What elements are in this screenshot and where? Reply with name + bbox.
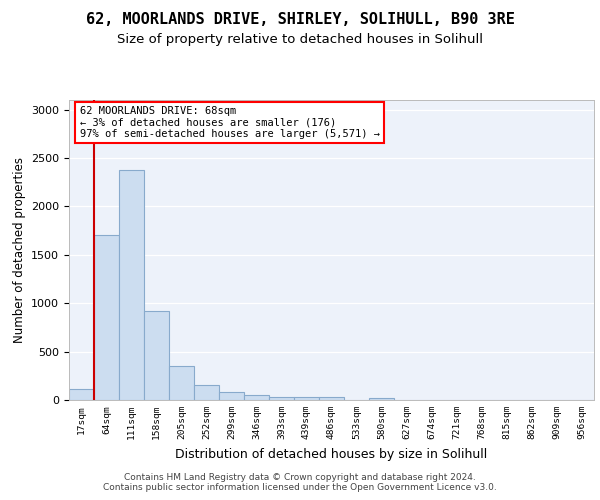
Bar [319, 397, 344, 400]
Bar [219, 392, 244, 400]
Y-axis label: Number of detached properties: Number of detached properties [13, 157, 26, 343]
Bar [169, 366, 194, 400]
Text: Contains HM Land Registry data © Crown copyright and database right 2024.
Contai: Contains HM Land Registry data © Crown c… [103, 473, 497, 492]
Bar [69, 390, 94, 400]
Bar [269, 396, 294, 400]
Text: 62, MOORLANDS DRIVE, SHIRLEY, SOLIHULL, B90 3RE: 62, MOORLANDS DRIVE, SHIRLEY, SOLIHULL, … [86, 12, 514, 28]
X-axis label: Distribution of detached houses by size in Solihull: Distribution of detached houses by size … [175, 448, 488, 460]
Bar [144, 311, 169, 400]
Bar [94, 236, 119, 400]
Bar [119, 170, 144, 400]
Bar [244, 394, 269, 400]
Bar [194, 385, 219, 400]
Bar [369, 398, 394, 400]
Text: Size of property relative to detached houses in Solihull: Size of property relative to detached ho… [117, 32, 483, 46]
Text: 62 MOORLANDS DRIVE: 68sqm
← 3% of detached houses are smaller (176)
97% of semi-: 62 MOORLANDS DRIVE: 68sqm ← 3% of detach… [79, 106, 380, 139]
Bar [294, 396, 319, 400]
